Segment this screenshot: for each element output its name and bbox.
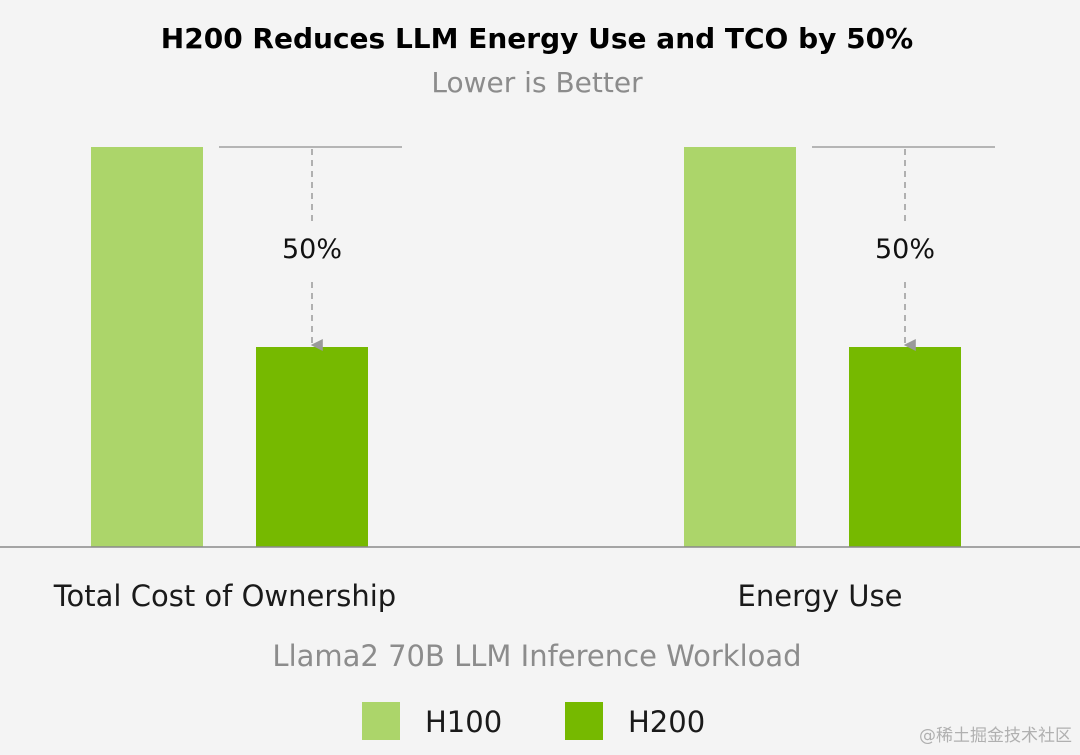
annotation-label: 50% bbox=[282, 234, 342, 265]
x-axis-label: Llama2 70B LLM Inference Workload bbox=[272, 639, 801, 673]
legend-swatch-h200 bbox=[565, 702, 603, 740]
chart-title: H200 Reduces LLM Energy Use and TCO by 5… bbox=[161, 22, 913, 55]
legend-label-h100: H100 bbox=[425, 705, 502, 739]
annotation-label: 50% bbox=[875, 234, 935, 265]
bar-h100-tco bbox=[91, 147, 203, 547]
legend-label-h200: H200 bbox=[628, 705, 705, 739]
category-label: Energy Use bbox=[738, 579, 903, 613]
category-label: Total Cost of Ownership bbox=[53, 579, 396, 613]
bar-h200-tco bbox=[256, 347, 368, 547]
bar-h100-energy bbox=[684, 147, 796, 547]
chart-subtitle: Lower is Better bbox=[431, 66, 643, 99]
legend-swatch-h100 bbox=[362, 702, 400, 740]
bar-h200-energy bbox=[849, 347, 961, 547]
legend: H100 H200 bbox=[362, 702, 705, 740]
watermark-text: @稀土掘金技术社区 bbox=[919, 726, 1072, 746]
category-labels: Total Cost of Ownership Energy Use bbox=[53, 579, 903, 613]
bars-layer: 50% 50% bbox=[91, 146, 995, 547]
